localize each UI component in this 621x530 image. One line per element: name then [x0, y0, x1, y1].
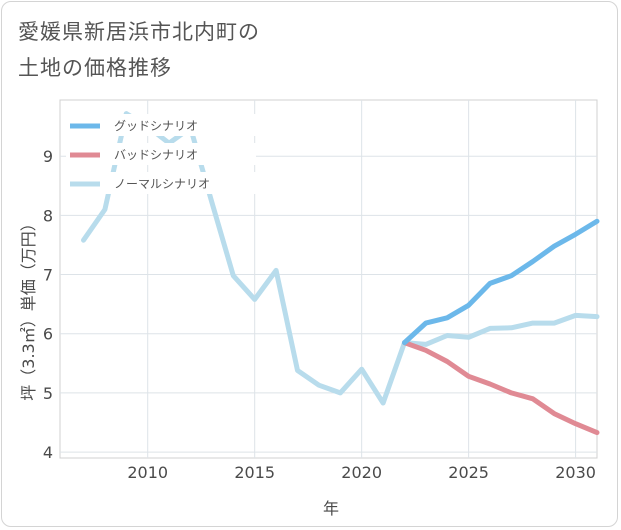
legend-label-1: グッドシナリオ: [114, 119, 198, 133]
x-tick-label: 2030: [555, 463, 596, 482]
chart-title-line-1: 愛媛県新居浜市北内町の: [18, 20, 260, 44]
chart-title: 愛媛県新居浜市北内町の 土地の価格推移: [18, 14, 260, 86]
x-tick-label: 2020: [341, 463, 382, 482]
y-tick-label: 5: [43, 384, 53, 403]
y-tick-label: 4: [43, 443, 53, 462]
legend-label-2: バッドシナリオ: [114, 148, 198, 162]
x-axis-label: 年: [323, 499, 339, 518]
y-axis-label: 坪（3.3㎡）単価（万円）: [19, 215, 38, 400]
y-tick-label: 9: [43, 147, 53, 166]
y-tick-label: 7: [43, 266, 53, 285]
chart-title-line-2: 土地の価格推移: [18, 56, 172, 80]
x-tick-label: 2015: [234, 463, 275, 482]
y-tick-label: 8: [43, 206, 53, 225]
tick-labels: 2010 2015 2020 2025 2030 4 5 6 7 8 9: [43, 147, 596, 482]
x-tick-label: 2025: [448, 463, 489, 482]
series-line-1: [402, 218, 600, 346]
legend-label-3: ノーマルシナリオ: [114, 177, 210, 191]
legend-backdrop: [66, 172, 256, 194]
y-tick-label: 6: [43, 325, 53, 344]
legend-backdrop: [66, 143, 256, 165]
series-line-2: [402, 340, 600, 436]
legend-backdrop: [66, 114, 256, 136]
x-tick-label: 2010: [127, 463, 168, 482]
